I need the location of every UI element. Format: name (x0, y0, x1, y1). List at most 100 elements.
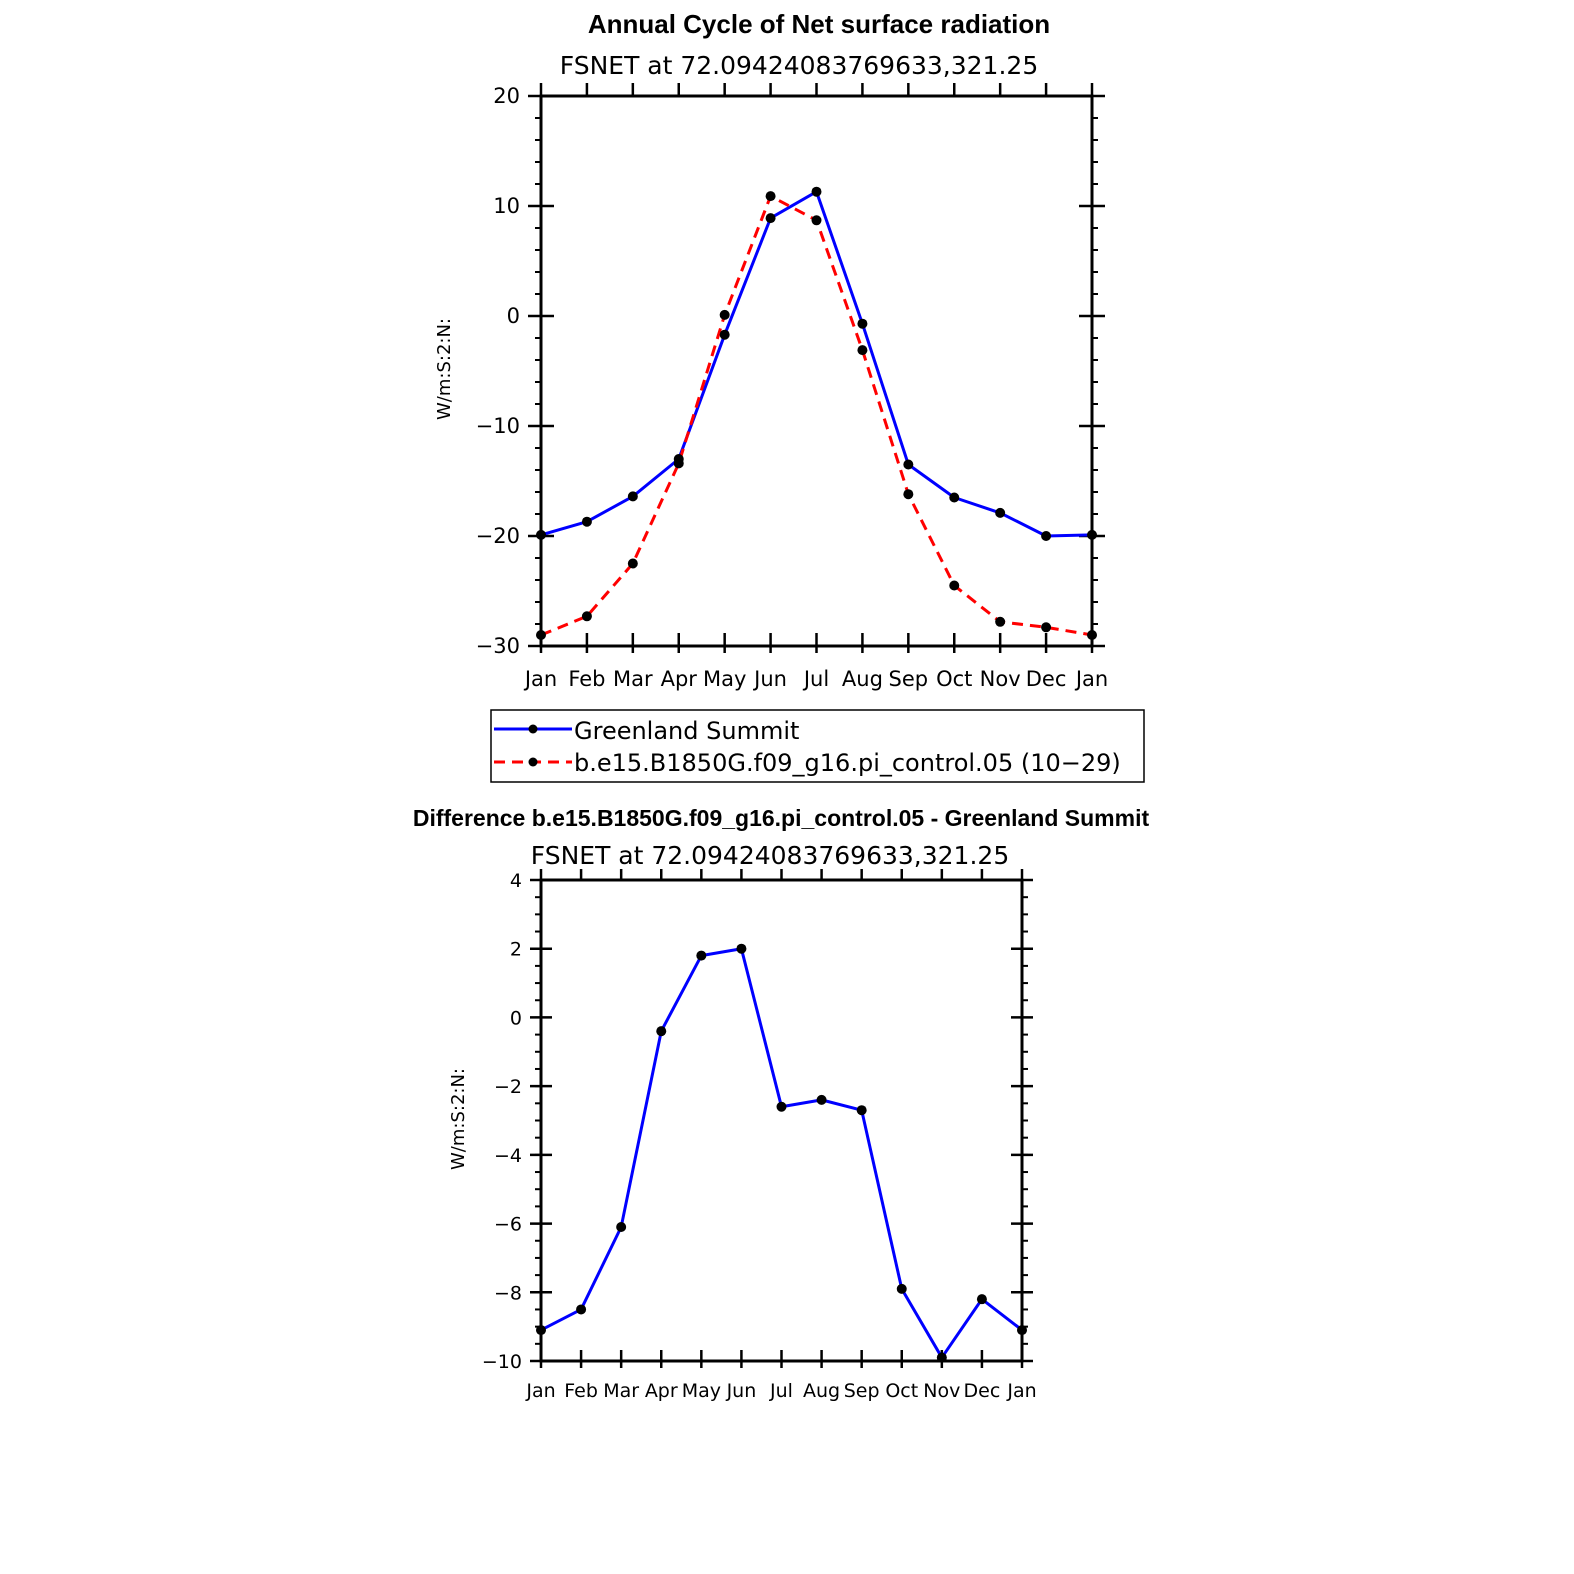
chart2-series (536, 943, 1027, 1363)
y-tick-label: −20 (476, 524, 520, 548)
y-tick-label: −10 (482, 1351, 522, 1373)
series-1-point-8 (903, 489, 914, 500)
x-tick-label: Jun (752, 667, 787, 691)
x-tick-label: Jul (802, 667, 829, 691)
legend-label-model-run: b.e15.B1850G.f09_g16.pi_control.05 (10−2… (574, 749, 1121, 777)
series-0-point-6 (776, 1101, 787, 1112)
chart1-axis-ticks (528, 83, 1105, 653)
series-1-point-1 (581, 611, 592, 622)
chart1-y-tick-labels: 20 10 0 −10 −20 −30 (476, 84, 520, 658)
legend-label-greenland-summit: Greenland Summit (574, 717, 799, 745)
series-0-point-1 (581, 516, 592, 527)
x-tick-label: Feb (568, 667, 605, 691)
series-0-point-7 (857, 318, 868, 329)
series-line-0 (540, 947, 1023, 1360)
x-tick-label: Dec (964, 1380, 1001, 1402)
x-tick-label: Jun (726, 1380, 757, 1402)
y-tick-label: 20 (493, 84, 520, 108)
legend-marker-model-run (528, 757, 538, 767)
chart1-subtitle: FSNET at 72.09424083769633,321.25 (560, 51, 1038, 80)
chart2-subtitle: FSNET at 72.09424083769633,321.25 (531, 841, 1009, 870)
y-tick-label: 0 (507, 304, 520, 328)
legend-box (490, 709, 1145, 783)
x-tick-label: Nov (923, 1380, 960, 1402)
series-1-point-4 (719, 309, 730, 320)
x-tick-label: Aug (842, 667, 883, 691)
x-tick-label: Jan (523, 667, 557, 691)
x-tick-label: Nov (980, 667, 1021, 691)
chart1-title: Annual Cycle of Net surface radiation (588, 9, 1050, 39)
series-0-point-11 (1041, 531, 1052, 541)
series-0-point-10 (995, 507, 1006, 518)
x-tick-label: Jan (1006, 1380, 1036, 1402)
chart1-legend: Greenland Summit b.e15.B1850G.f09_g16.pi… (490, 709, 1145, 783)
series-0-point-11 (976, 1294, 987, 1305)
annual-cycle-chart: Annual Cycle of Net surface radiation FS… (434, 9, 1145, 783)
chart2-axis-ticks (530, 869, 1033, 1368)
legend-entry-model-run: b.e15.B1850G.f09_g16.pi_control.05 (10−2… (494, 749, 1121, 777)
series-0-point-2 (616, 1222, 627, 1233)
x-tick-label: Sep (889, 667, 929, 691)
y-tick-label: −6 (494, 1214, 522, 1236)
x-tick-label: Oct (885, 1380, 918, 1402)
series-1-point-2 (627, 558, 638, 569)
series-0-point-9 (896, 1283, 907, 1294)
y-tick-label: 0 (510, 1007, 522, 1029)
series-1-point-3 (673, 458, 684, 469)
x-tick-label: Mar (603, 1380, 639, 1402)
series-0-point-3 (656, 1026, 667, 1037)
chart2-title: Difference b.e15.B1850G.f09_g16.pi_contr… (413, 805, 1150, 831)
x-tick-label: Jul (769, 1380, 793, 1402)
y-tick-label: −8 (494, 1282, 522, 1304)
series-0-point-8 (903, 459, 914, 470)
series-0-point-4 (696, 950, 707, 961)
series-1-point-6 (811, 215, 822, 226)
series-1-point-11 (1041, 622, 1052, 633)
y-tick-label: −10 (476, 414, 520, 438)
x-tick-label: Apr (661, 667, 698, 691)
legend-entry-greenland-summit: Greenland Summit (494, 717, 799, 745)
x-tick-label: Apr (645, 1380, 678, 1402)
series-0-point-5 (736, 943, 747, 954)
series-line-1 (540, 194, 1093, 637)
series-0-point-4 (719, 329, 730, 340)
series-1-point-5 (765, 191, 776, 202)
x-tick-label: May (682, 1380, 721, 1402)
series-1-point-9 (949, 580, 960, 591)
chart1-plot-frame (539, 94, 1094, 648)
series-0-point-2 (627, 491, 638, 502)
x-tick-label: May (703, 667, 746, 691)
series-1-point-7 (857, 345, 868, 356)
chart2-y-tick-labels: 4 2 0 −2 −4 −6 −8 −10 (482, 870, 522, 1373)
chart2-y-axis-label: W/m:S:2:N: (448, 1068, 469, 1170)
y-tick-label: −2 (494, 1076, 522, 1098)
series-0-point-5 (765, 213, 776, 224)
y-tick-label: −4 (494, 1145, 522, 1167)
chart1-series (536, 186, 1097, 640)
x-tick-label: Jan (525, 1380, 555, 1402)
x-tick-label: Feb (564, 1380, 598, 1402)
series-0-point-6 (811, 186, 822, 197)
x-tick-label: Aug (803, 1380, 840, 1402)
chart1-y-axis-label: W/m:S:2:N: (434, 318, 455, 420)
series-0-point-8 (856, 1105, 867, 1116)
series-1-point-10 (995, 616, 1006, 627)
series-0-point-7 (816, 1094, 827, 1105)
series-0-point-9 (949, 492, 960, 503)
legend-marker-greenland-summit (528, 724, 538, 734)
x-tick-label: Sep (844, 1380, 880, 1402)
chart2-plot-frame (539, 878, 1024, 1363)
y-tick-label: 10 (493, 194, 520, 218)
x-tick-label: Mar (613, 667, 653, 691)
chart2-x-tick-labels: Jan Feb Mar Apr May Jun Jul Aug Sep Oct Nov Dec Jan (525, 1380, 1036, 1402)
y-tick-label: 2 (510, 939, 522, 961)
difference-chart: Difference b.e15.B1850G.f09_g16.pi_contr… (413, 805, 1150, 1402)
series-line-0 (540, 190, 1093, 538)
chart1-x-tick-labels: Jan Feb Mar Apr May Jun Jul Aug Sep Oct Nov Dec Jan (523, 667, 1108, 691)
x-tick-label: Oct (936, 667, 972, 691)
series-0-point-1 (576, 1304, 587, 1315)
x-tick-label: Jan (1074, 667, 1108, 691)
y-tick-label: 4 (510, 870, 522, 892)
y-tick-label: −30 (476, 634, 520, 658)
